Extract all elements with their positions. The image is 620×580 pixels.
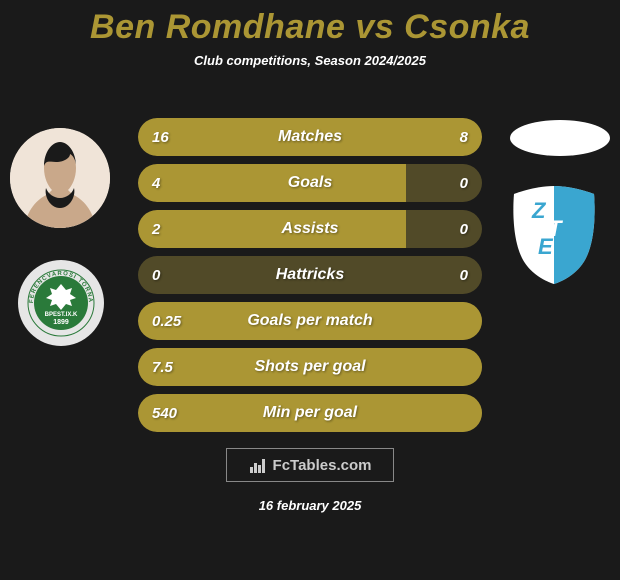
stat-label: Assists <box>138 210 482 248</box>
club-right-badge-icon: Z T E <box>500 180 608 288</box>
stat-row: 4 Goals 0 <box>138 164 482 202</box>
club-right-letter-e: E <box>538 234 554 259</box>
footer-brand-text: FcTables.com <box>273 457 372 474</box>
stat-value-right: 0 <box>460 164 468 202</box>
stat-label: Min per goal <box>138 394 482 432</box>
club-right-letter-z: Z <box>531 198 547 223</box>
stat-label: Hattricks <box>138 256 482 294</box>
club-left-badge: BPEST.IX.K 1899 FERENCVAROSI TORNA <box>18 260 104 346</box>
stat-row: 0 Hattricks 0 <box>138 256 482 294</box>
stat-row: 16 Matches 8 <box>138 118 482 156</box>
stat-row: 2 Assists 0 <box>138 210 482 248</box>
stat-row: 0.25 Goals per match <box>138 302 482 340</box>
stat-label: Shots per goal <box>138 348 482 386</box>
stat-row: 540 Min per goal <box>138 394 482 432</box>
subtitle: Club competitions, Season 2024/2025 <box>0 53 620 68</box>
player-left-silhouette-icon <box>10 128 110 228</box>
player-right-avatar <box>510 120 610 156</box>
club-right-badge: Z T E <box>500 180 608 288</box>
stat-value-right: 0 <box>460 256 468 294</box>
bar-chart-icon <box>249 456 267 474</box>
stat-value-right: 0 <box>460 210 468 248</box>
stat-label: Goals <box>138 164 482 202</box>
stats-bars: 16 Matches 8 4 Goals 0 2 Assists 0 0 Hat… <box>138 118 482 440</box>
stat-value-right: 8 <box>460 118 468 156</box>
page-title: Ben Romdhane vs Csonka <box>0 0 620 47</box>
stat-label: Matches <box>138 118 482 156</box>
stat-row: 7.5 Shots per goal <box>138 348 482 386</box>
player-left-avatar <box>10 128 110 228</box>
club-left-year: 1899 <box>53 319 69 326</box>
club-left-badge-icon: BPEST.IX.K 1899 FERENCVAROSI TORNA <box>18 260 104 346</box>
club-left-text: BPEST.IX.K <box>45 312 78 318</box>
date-text: 16 february 2025 <box>0 498 620 513</box>
stat-label: Goals per match <box>138 302 482 340</box>
footer-brand: FcTables.com <box>226 448 394 482</box>
